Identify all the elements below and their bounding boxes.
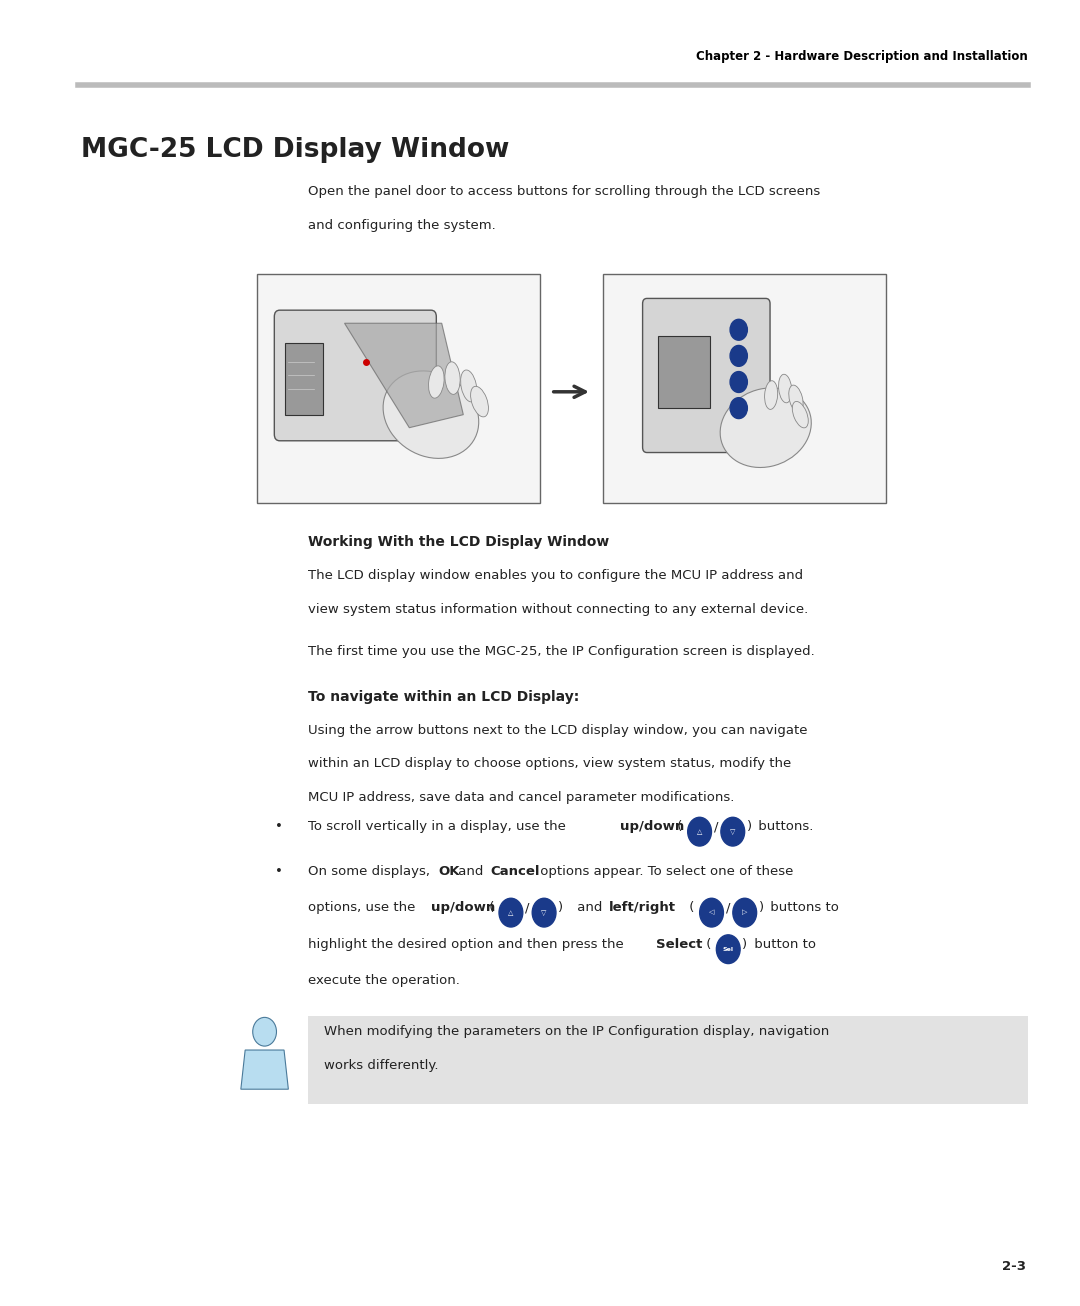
Circle shape	[499, 899, 523, 927]
FancyBboxPatch shape	[643, 299, 770, 452]
Text: buttons.: buttons.	[754, 820, 813, 833]
Text: works differently.: works differently.	[324, 1059, 438, 1072]
Text: options appear. To select one of these: options appear. To select one of these	[536, 865, 793, 878]
Text: ): )	[747, 820, 752, 833]
Text: On some displays,: On some displays,	[308, 865, 434, 878]
Text: •: •	[275, 820, 283, 833]
FancyBboxPatch shape	[274, 311, 436, 440]
Text: Working With the LCD Display Window: Working With the LCD Display Window	[308, 535, 609, 550]
Text: highlight the desired option and then press the: highlight the desired option and then pr…	[308, 938, 627, 951]
FancyBboxPatch shape	[603, 274, 886, 503]
Bar	[658, 336, 710, 407]
Text: ▷: ▷	[742, 910, 747, 916]
Text: Using the arrow buttons next to the LCD display window, you can navigate: Using the arrow buttons next to the LCD …	[308, 724, 807, 737]
Text: •: •	[275, 865, 283, 878]
Text: When modifying the parameters on the IP Configuration display, navigation: When modifying the parameters on the IP …	[324, 1025, 829, 1038]
Text: Cancel: Cancel	[490, 865, 539, 878]
Text: within an LCD display to choose options, view system status, modify the: within an LCD display to choose options,…	[308, 757, 791, 771]
Text: To navigate within an LCD Display:: To navigate within an LCD Display:	[308, 690, 579, 704]
Text: options, use the: options, use the	[308, 901, 419, 914]
Ellipse shape	[445, 362, 460, 394]
Text: execute the operation.: execute the operation.	[308, 974, 460, 987]
Circle shape	[730, 319, 747, 340]
FancyBboxPatch shape	[308, 1016, 1028, 1104]
Text: Open the panel door to access buttons for scrolling through the LCD screens: Open the panel door to access buttons fo…	[308, 185, 820, 199]
Text: ▽: ▽	[730, 829, 735, 835]
Text: △: △	[509, 910, 514, 916]
Circle shape	[730, 345, 747, 366]
Text: △: △	[697, 829, 702, 835]
Circle shape	[730, 371, 747, 392]
Ellipse shape	[720, 388, 811, 468]
Text: Sel: Sel	[723, 947, 733, 952]
Circle shape	[716, 935, 740, 964]
Text: up/down: up/down	[620, 820, 684, 833]
Circle shape	[730, 397, 747, 418]
FancyBboxPatch shape	[257, 274, 540, 503]
Text: 2-3: 2-3	[1002, 1260, 1026, 1273]
Ellipse shape	[429, 366, 444, 398]
Text: Chapter 2 - Hardware Description and Installation: Chapter 2 - Hardware Description and Ins…	[697, 50, 1028, 63]
Ellipse shape	[779, 375, 792, 402]
Text: MCU IP address, save data and cancel parameter modifications.: MCU IP address, save data and cancel par…	[308, 791, 734, 804]
Circle shape	[733, 899, 757, 927]
Ellipse shape	[471, 387, 488, 417]
Text: /: /	[714, 820, 718, 833]
Text: view system status information without connecting to any external device.: view system status information without c…	[308, 603, 808, 616]
Circle shape	[720, 818, 744, 846]
Text: and: and	[454, 865, 487, 878]
Text: ◁: ◁	[708, 910, 714, 916]
Text: ): )	[759, 901, 764, 914]
Circle shape	[532, 899, 556, 927]
Text: ): )	[558, 901, 567, 914]
Polygon shape	[241, 1050, 288, 1089]
Text: up/down: up/down	[431, 901, 496, 914]
Text: MGC-25 LCD Display Window: MGC-25 LCD Display Window	[81, 137, 510, 163]
Text: /: /	[525, 901, 529, 914]
Text: ▽: ▽	[541, 910, 546, 916]
Circle shape	[700, 899, 724, 927]
Text: Select: Select	[657, 938, 702, 951]
Ellipse shape	[788, 385, 804, 413]
Ellipse shape	[793, 401, 808, 428]
Text: /: /	[726, 901, 730, 914]
Text: (: (	[673, 820, 683, 833]
Bar	[285, 342, 323, 415]
Text: OK: OK	[438, 865, 460, 878]
Text: The LCD display window enables you to configure the MCU IP address and: The LCD display window enables you to co…	[308, 569, 802, 582]
Text: buttons to: buttons to	[766, 901, 839, 914]
Ellipse shape	[461, 370, 476, 402]
Circle shape	[253, 1017, 276, 1046]
Text: (: (	[702, 938, 712, 951]
Text: button to: button to	[750, 938, 815, 951]
Text: and configuring the system.: and configuring the system.	[308, 219, 496, 232]
Text: (: (	[485, 901, 494, 914]
Text: To scroll vertically in a display, use the: To scroll vertically in a display, use t…	[308, 820, 570, 833]
Text: ): )	[742, 938, 747, 951]
Text: The first time you use the MGC-25, the IP Configuration screen is displayed.: The first time you use the MGC-25, the I…	[308, 645, 814, 658]
Text: left/right: left/right	[609, 901, 676, 914]
Text: (: (	[685, 901, 694, 914]
Ellipse shape	[765, 381, 778, 409]
Ellipse shape	[383, 371, 478, 458]
Circle shape	[688, 818, 712, 846]
Text: and: and	[572, 901, 606, 914]
Polygon shape	[345, 323, 463, 428]
